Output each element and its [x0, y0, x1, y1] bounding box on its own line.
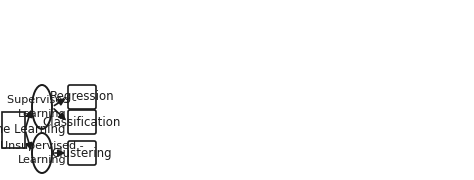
Text: Classification: Classification — [43, 116, 121, 129]
Text: Clustering: Clustering — [52, 147, 112, 159]
FancyBboxPatch shape — [2, 112, 25, 148]
FancyBboxPatch shape — [68, 141, 96, 165]
Text: Unsupervised -
Learning: Unsupervised - Learning — [0, 141, 84, 165]
Text: Machine Learning: Machine Learning — [0, 123, 66, 136]
FancyBboxPatch shape — [68, 85, 96, 109]
Ellipse shape — [32, 85, 52, 129]
Ellipse shape — [32, 133, 52, 173]
Text: Supervised -
Learning: Supervised - Learning — [7, 95, 77, 119]
Text: Regression: Regression — [50, 91, 114, 104]
FancyBboxPatch shape — [68, 110, 96, 134]
